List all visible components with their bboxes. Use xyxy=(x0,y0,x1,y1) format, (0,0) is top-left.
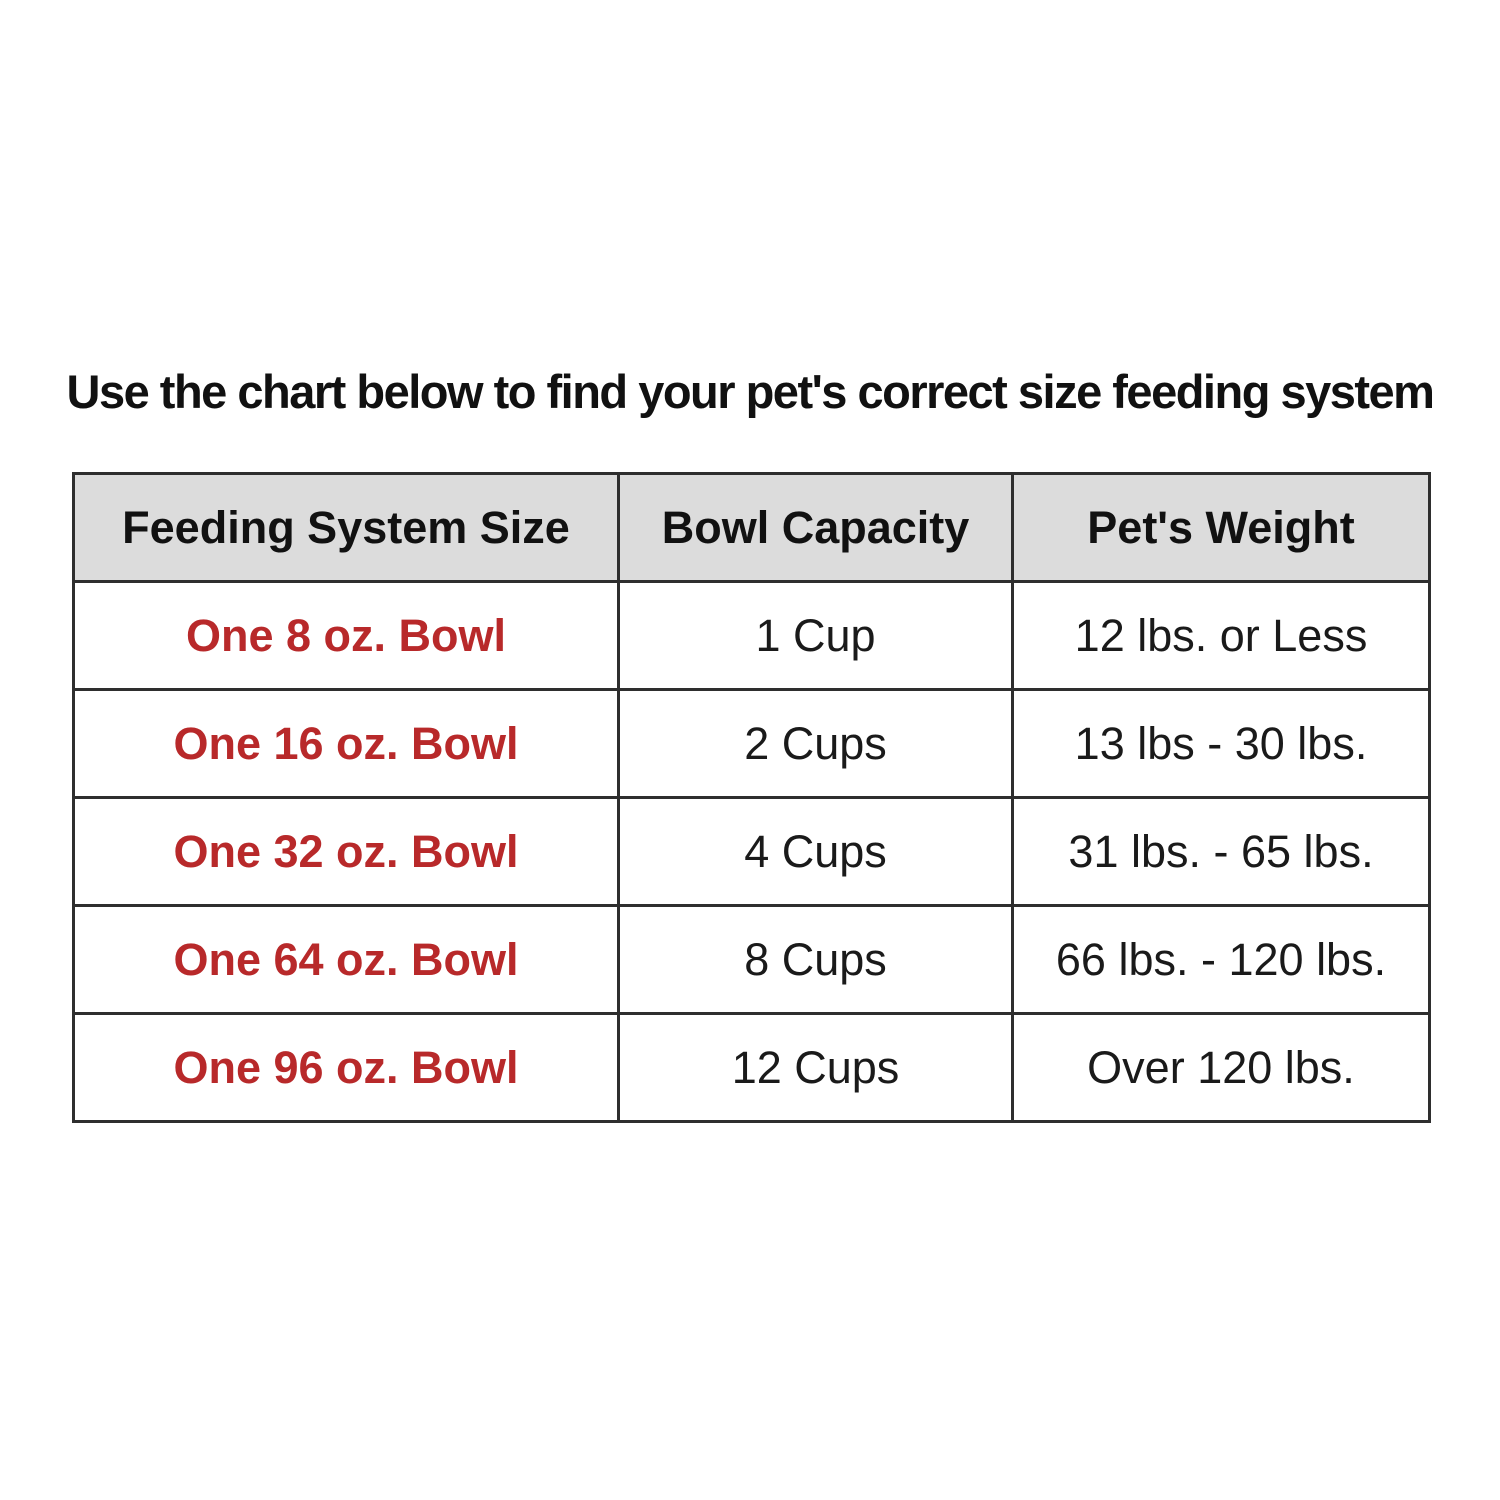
table-header-row: Feeding System Size Bowl Capacity Pet's … xyxy=(72,472,1431,583)
cell-feeding-system-size: One 64 oz. Bowl xyxy=(72,904,620,1015)
feeding-size-table: Feeding System Size Bowl Capacity Pet's … xyxy=(72,472,1431,1123)
page-title: Use the chart below to find your pet's c… xyxy=(66,365,1435,418)
cell-pets-weight: 12 lbs. or Less xyxy=(1011,580,1431,691)
cell-bowl-capacity: 4 Cups xyxy=(617,796,1014,907)
table-row: One 32 oz. Bowl 4 Cups 31 lbs. - 65 lbs. xyxy=(72,796,1431,907)
cell-pets-weight: 31 lbs. - 65 lbs. xyxy=(1011,796,1431,907)
table-row: One 96 oz. Bowl 12 Cups Over 120 lbs. xyxy=(72,1012,1431,1123)
cell-feeding-system-size: One 8 oz. Bowl xyxy=(72,580,620,691)
column-header-feeding-system-size: Feeding System Size xyxy=(72,472,620,583)
column-header-bowl-capacity: Bowl Capacity xyxy=(617,472,1014,583)
cell-feeding-system-size: One 16 oz. Bowl xyxy=(72,688,620,799)
table-row: One 8 oz. Bowl 1 Cup 12 lbs. or Less xyxy=(72,580,1431,691)
cell-bowl-capacity: 2 Cups xyxy=(617,688,1014,799)
cell-pets-weight: 66 lbs. - 120 lbs. xyxy=(1011,904,1431,1015)
cell-bowl-capacity: 1 Cup xyxy=(617,580,1014,691)
cell-bowl-capacity: 8 Cups xyxy=(617,904,1014,1015)
table-row: One 64 oz. Bowl 8 Cups 66 lbs. - 120 lbs… xyxy=(72,904,1431,1015)
column-header-pets-weight: Pet's Weight xyxy=(1011,472,1431,583)
cell-pets-weight: 13 lbs - 30 lbs. xyxy=(1011,688,1431,799)
table-row: One 16 oz. Bowl 2 Cups 13 lbs - 30 lbs. xyxy=(72,688,1431,799)
cell-feeding-system-size: One 96 oz. Bowl xyxy=(72,1012,620,1123)
cell-pets-weight: Over 120 lbs. xyxy=(1011,1012,1431,1123)
cell-bowl-capacity: 12 Cups xyxy=(617,1012,1014,1123)
cell-feeding-system-size: One 32 oz. Bowl xyxy=(72,796,620,907)
